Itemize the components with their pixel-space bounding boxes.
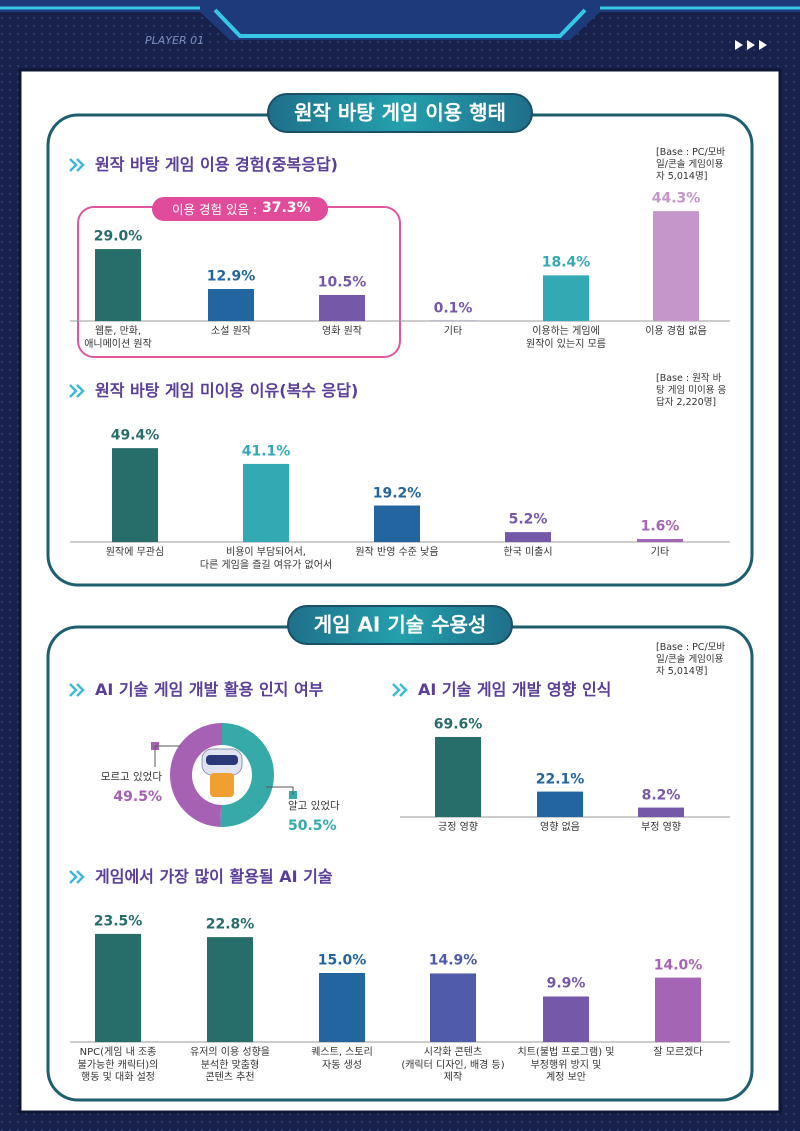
value-label: 23.5% (93, 913, 143, 930)
player-label: PLAYER 01 (145, 34, 205, 47)
category-label: 영향 없음 (540, 822, 580, 833)
bar (319, 973, 365, 1042)
value-label: 18.4% (541, 254, 591, 271)
bar (505, 532, 551, 542)
base-note: [Base : 원작 바탕 게임 미이용 응답자 2,220명] (656, 373, 727, 408)
category-label: 기타 (443, 326, 463, 337)
chevron-icon (392, 683, 408, 697)
chevron-icon (69, 870, 85, 884)
value-label: 19.2% (372, 485, 422, 502)
bar (208, 289, 254, 321)
chevron-icon (69, 158, 85, 172)
chevron-icon (69, 384, 85, 398)
value-label: 14.0% (653, 957, 703, 974)
category-label: 잘 모르겠다 (653, 1047, 703, 1058)
robot-icon (206, 755, 238, 765)
category-label: 원작 반영 수준 낮음 (355, 547, 439, 558)
chart-title: AI 기술 게임 개발 영향 인식 (418, 680, 612, 699)
category-label: 원작에 무관심 (105, 547, 165, 558)
category-label: 모르고 있었다 (100, 771, 162, 783)
robot-icon (210, 773, 234, 797)
annotation-value: 37.3% (262, 200, 311, 216)
value-label: 69.6% (433, 716, 483, 733)
value-label: 10.5% (317, 274, 367, 291)
chevron-icon (69, 683, 85, 697)
bar (653, 211, 699, 321)
value-label: 5.2% (508, 511, 548, 528)
category-label: 이용하는 게임에 원작이 있는지 모름 (526, 326, 606, 350)
bar (637, 538, 683, 542)
value-label: 0.1% (433, 300, 473, 317)
category-label: NPC(게임 내 조종 불가능한 캐릭터)의 행동 및 대화 설정 (77, 1047, 159, 1083)
category-label: 웹툰, 만화, 애니메이션 원작 (84, 326, 152, 350)
category-label: 소설 원작 (211, 326, 251, 337)
value-label: 9.9% (546, 975, 586, 992)
value-label: 44.3% (651, 190, 701, 207)
chart-title: AI 기술 게임 개발 활용 인지 여부 (95, 680, 324, 699)
bar (655, 977, 701, 1042)
base-note: [Base : PC/모바일/콘솔 게임이용자 5,014명] (656, 642, 726, 677)
base-note: [Base : PC/모바일/콘솔 게임이용자 5,014명] (656, 147, 726, 182)
category-label: 부정 영향 (641, 822, 681, 833)
section-title: 게임 AI 기술 수용성 (313, 612, 487, 637)
value-label: 12.9% (206, 268, 256, 285)
bar (207, 937, 253, 1042)
category-label: 비용이 부담되어서, 다른 게임을 즐길 여유가 없어서 (199, 547, 333, 571)
bar (537, 791, 583, 817)
value-label: 22.1% (535, 771, 585, 788)
category-label: 시각화 콘텐츠 (캐릭터 디자인, 배경 등) 제작 (401, 1047, 505, 1083)
category-label: 한국 미출시 (503, 547, 553, 558)
category-label: 알고 있었다 (288, 800, 340, 812)
value-label: 49.5% (113, 789, 162, 805)
value-label: 50.5% (288, 818, 337, 834)
category-label: 퀘스트, 스토리 자동 생성 (311, 1047, 373, 1071)
value-label: 41.1% (241, 443, 291, 460)
bar (112, 448, 158, 542)
chart-title: 원작 바탕 게임 이용 경험(중복응답) (95, 155, 338, 174)
bar (638, 807, 684, 817)
chart-title: 게임에서 가장 많이 활용될 AI 기술 (95, 867, 333, 886)
value-label: 49.4% (110, 427, 160, 444)
bar (243, 463, 289, 542)
category-label: 치트(불법 프로그램) 및 부정행위 방지 및 계정 보안 (517, 1047, 615, 1083)
bar (430, 973, 476, 1042)
bar (95, 933, 141, 1042)
bar (95, 249, 141, 321)
category-label: 이용 경험 없음 (645, 326, 707, 337)
annotation-text: 이용 경험 있음 : (172, 202, 258, 217)
leader-line (266, 786, 294, 795)
value-label: 29.0% (93, 228, 143, 245)
value-label: 22.8% (205, 916, 255, 933)
category-label: 유저의 이용 성향을 분석한 맞춤형 콘텐츠 추천 (190, 1047, 270, 1083)
bar (319, 294, 365, 321)
bar (374, 505, 420, 542)
leader-line (154, 745, 181, 767)
value-label: 15.0% (317, 952, 367, 969)
bar (543, 275, 589, 321)
value-label: 8.2% (641, 787, 681, 804)
value-label: 1.6% (640, 518, 680, 535)
category-label: 기타 (650, 547, 670, 558)
bar (543, 996, 589, 1042)
chart-title: 원작 바탕 게임 미이용 이유(복수 응답) (95, 381, 359, 400)
section-title: 원작 바탕 게임 이용 행태 (294, 100, 506, 125)
bar (435, 736, 481, 817)
category-label: 영화 원작 (322, 326, 362, 337)
value-label: 14.9% (428, 952, 478, 969)
category-label: 긍정 영향 (438, 822, 478, 833)
